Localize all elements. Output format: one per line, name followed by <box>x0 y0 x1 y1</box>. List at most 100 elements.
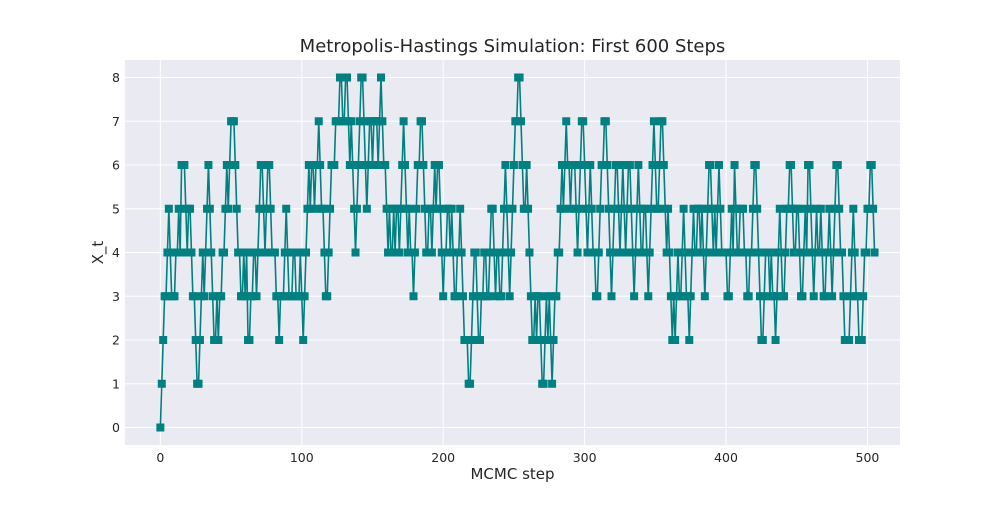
data-point <box>607 292 616 301</box>
data-point <box>507 248 516 257</box>
data-point <box>176 248 185 257</box>
data-point <box>157 379 166 388</box>
data-point <box>419 161 428 169</box>
data-point <box>812 204 821 213</box>
data-point <box>618 161 627 169</box>
data-point <box>809 292 818 301</box>
data-point <box>183 248 192 257</box>
data-point <box>296 248 305 257</box>
data-point <box>449 248 458 257</box>
data-point <box>830 204 839 213</box>
data-point <box>645 248 654 257</box>
data-point <box>731 204 740 213</box>
data-point <box>348 161 357 169</box>
data-point <box>548 379 557 388</box>
data-point <box>164 204 173 213</box>
data-point <box>712 248 721 257</box>
data-point <box>795 248 804 257</box>
data-point <box>385 204 394 213</box>
data-point <box>351 248 360 257</box>
data-point <box>159 336 168 344</box>
data-point <box>679 204 688 213</box>
data-point <box>838 248 847 257</box>
data-point <box>248 292 257 301</box>
data-point <box>644 292 653 301</box>
data-point <box>262 204 271 213</box>
data-point <box>459 292 467 301</box>
data-point <box>685 336 694 344</box>
data-point <box>156 423 165 432</box>
data-point <box>816 204 825 213</box>
y-tick-label: 8 <box>112 70 120 85</box>
data-point <box>780 292 789 301</box>
data-point <box>748 204 757 213</box>
data-point <box>265 161 274 169</box>
data-point <box>396 204 405 213</box>
data-point <box>399 117 408 126</box>
data-point <box>583 248 592 257</box>
data-point <box>702 248 711 257</box>
data-point <box>485 248 494 257</box>
data-point <box>235 248 244 257</box>
data-point <box>613 161 622 169</box>
data-point <box>300 292 309 301</box>
data-point <box>649 117 658 126</box>
data-point <box>242 248 251 257</box>
data-point <box>664 204 673 213</box>
data-point <box>481 248 490 257</box>
data-point <box>862 248 871 257</box>
data-point <box>739 204 748 213</box>
tick-labels: 0 100 200 300 400 500 0 1 2 3 4 5 6 7 8 <box>112 70 879 465</box>
data-point <box>549 336 558 344</box>
data-point <box>647 204 656 213</box>
data-point <box>806 204 815 213</box>
x-tick-label: 100 <box>290 450 314 465</box>
data-point <box>195 336 204 344</box>
data-point <box>266 204 275 213</box>
data-point <box>828 292 837 301</box>
data-point <box>405 204 414 213</box>
data-point <box>772 292 781 301</box>
data-point <box>326 204 335 213</box>
data-point <box>347 117 356 126</box>
data-point <box>378 117 387 126</box>
data-point <box>586 161 595 169</box>
data-point <box>727 204 736 213</box>
data-point <box>846 292 855 301</box>
data-point <box>409 292 418 301</box>
data-point <box>864 204 873 213</box>
y-tick-label: 3 <box>112 289 120 304</box>
data-point <box>180 161 189 169</box>
data-point <box>451 292 460 301</box>
data-point <box>279 292 288 301</box>
data-point <box>205 204 214 213</box>
data-point <box>194 379 203 388</box>
data-point <box>566 204 575 213</box>
data-point <box>716 204 725 213</box>
data-point <box>334 117 343 126</box>
data-point <box>625 161 634 169</box>
data-point <box>654 204 663 213</box>
data-point <box>751 161 760 169</box>
data-point <box>401 161 410 169</box>
data-point <box>535 292 544 301</box>
data-point <box>410 248 419 257</box>
data-point <box>545 292 554 301</box>
data-point <box>850 248 859 257</box>
data-point <box>818 248 827 257</box>
data-point <box>442 248 451 257</box>
data-point <box>771 336 780 344</box>
data-point <box>439 292 448 301</box>
data-point <box>741 248 750 257</box>
data-point <box>466 379 475 388</box>
data-point <box>526 292 535 301</box>
data-point <box>484 292 493 301</box>
data-point <box>417 117 426 126</box>
data-point <box>270 248 279 257</box>
x-tick-label: 300 <box>573 450 597 465</box>
data-point <box>497 292 506 301</box>
data-point <box>552 292 561 301</box>
data-point <box>802 248 811 257</box>
data-point <box>166 248 175 257</box>
